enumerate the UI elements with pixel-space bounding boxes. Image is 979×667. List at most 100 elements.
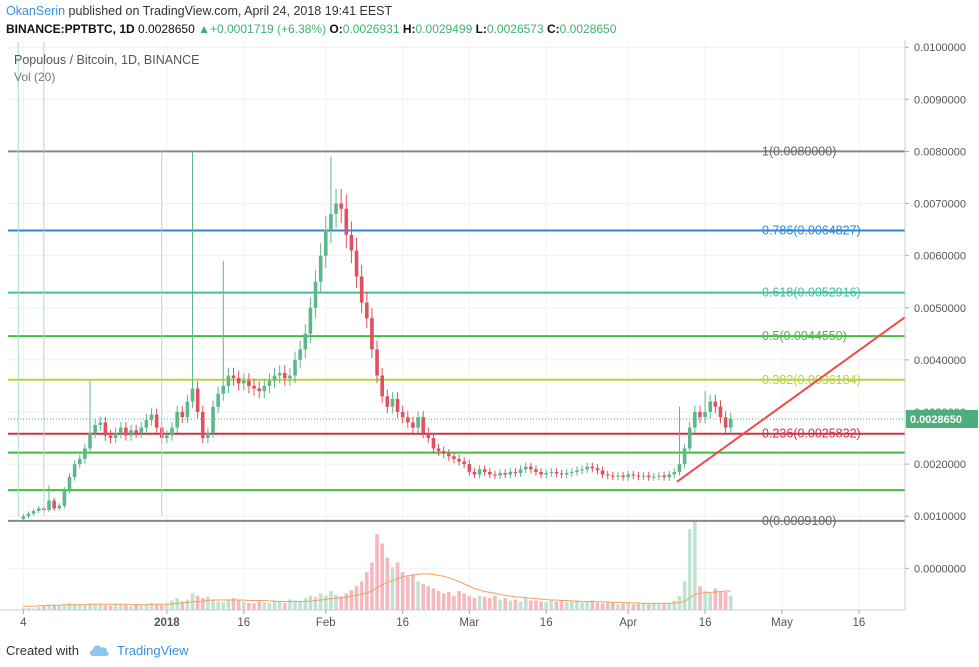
- volume-bar: [549, 600, 554, 610]
- candle-body: [26, 513, 31, 517]
- volume-bar: [247, 602, 251, 610]
- volume-ma-line: [23, 573, 731, 607]
- volume-bar: [462, 593, 466, 610]
- volume-bar: [687, 529, 692, 610]
- volume-bar: [375, 534, 379, 610]
- last-price: 0.0028650: [138, 22, 195, 36]
- volume-bar: [180, 601, 185, 610]
- candle-body: [282, 372, 287, 379]
- volume-bar: [698, 586, 702, 610]
- time-axis-bg: [0, 610, 905, 636]
- candle-body: [595, 468, 600, 471]
- candle-body: [657, 475, 661, 477]
- volume-bar: [31, 608, 36, 610]
- chart-header: OkanSerin published on TradingView.com, …: [0, 0, 979, 42]
- volume-bar: [682, 581, 687, 610]
- volume-bar: [344, 593, 349, 610]
- volume-bar: [508, 600, 513, 610]
- price-tick-label: 0.0040000: [914, 355, 966, 367]
- author-link[interactable]: OkanSerin: [6, 4, 66, 18]
- candle-body: [590, 466, 595, 469]
- volume-bar: [631, 604, 636, 610]
- candle-body: [329, 213, 333, 230]
- candle-body: [62, 490, 67, 506]
- volume-bar: [195, 595, 200, 610]
- time-tick-label: 16: [699, 617, 712, 629]
- volume-bar: [723, 591, 728, 610]
- volume-bar: [103, 605, 108, 610]
- fib-level-label: 0.236(0.0025832): [762, 427, 861, 441]
- candle-body: [703, 411, 707, 418]
- volume-bar: [713, 588, 718, 610]
- candle-body: [144, 419, 149, 428]
- volume-bar: [600, 603, 605, 610]
- price-tick-label: 0.0090000: [914, 94, 966, 106]
- candle-body: [339, 203, 343, 209]
- candle-body: [303, 333, 308, 350]
- price-chart[interactable]: 1(0.0080000) 0.786(0.0064827) 0.618(0.0052…: [0, 40, 979, 636]
- candle-body: [431, 438, 436, 449]
- candle-body: [508, 471, 513, 475]
- volume-bar: [359, 581, 364, 610]
- volume-bar: [67, 602, 72, 610]
- volume-bar: [144, 603, 149, 610]
- high-label: H:: [402, 22, 416, 36]
- tradingview-link[interactable]: TradingView: [117, 643, 189, 658]
- candle-body: [406, 417, 410, 423]
- time-tick-label: 16: [237, 617, 250, 629]
- candle-body: [575, 470, 579, 472]
- volume-bar: [57, 605, 62, 610]
- candle-body: [257, 388, 261, 392]
- candle-body: [677, 464, 682, 472]
- candle-body: [313, 281, 318, 308]
- candle-body: [646, 475, 651, 478]
- volume-bar: [467, 595, 472, 610]
- candle-body: [108, 435, 113, 439]
- candle-body: [195, 388, 200, 412]
- candle-body: [98, 422, 103, 426]
- volume-bar: [170, 600, 174, 610]
- candle-body: [472, 471, 477, 475]
- volume-bar: [539, 601, 543, 610]
- volume-bar: [436, 591, 441, 610]
- time-tick-label: Feb: [316, 617, 336, 629]
- candle-body: [462, 461, 466, 465]
- candle-body: [636, 475, 641, 477]
- volume-bar: [293, 600, 297, 610]
- volume-bar: [308, 595, 313, 610]
- candle-body: [190, 388, 195, 402]
- candle-body: [226, 375, 231, 386]
- published-text: published on TradingView.com, April 24, …: [68, 4, 393, 18]
- candle-body: [641, 475, 646, 477]
- volume-bar: [277, 601, 282, 610]
- volume-bar: [47, 604, 51, 610]
- volume-bar: [416, 581, 420, 610]
- volume-bar: [395, 562, 400, 610]
- candle-body: [247, 380, 251, 386]
- candle-body: [154, 414, 159, 428]
- volume-bar: [564, 601, 569, 610]
- close-value: 0.0028650: [559, 22, 617, 36]
- candle-body: [611, 475, 615, 477]
- volume-bar: [477, 595, 482, 610]
- volume-bar: [529, 600, 533, 610]
- candle-body: [570, 471, 574, 473]
- candle-body: [262, 385, 267, 392]
- volume-bar: [21, 607, 26, 610]
- publish-line: OkanSerin published on TradingView.com, …: [6, 4, 392, 18]
- volume-bar: [575, 600, 579, 610]
- candle-body: [93, 425, 97, 433]
- candle-body: [52, 500, 56, 509]
- candle-body: [206, 432, 210, 439]
- candle-body: [477, 469, 482, 475]
- volume-bar: [149, 602, 154, 610]
- candle-body: [416, 417, 420, 428]
- candle-body: [447, 453, 451, 457]
- volume-bar: [318, 593, 323, 610]
- candle-body: [529, 466, 533, 470]
- volume-bar: [42, 606, 46, 610]
- candle-body: [185, 401, 190, 418]
- volume-bar: [83, 605, 87, 610]
- volume-bar: [134, 604, 138, 610]
- candle-body: [83, 448, 87, 459]
